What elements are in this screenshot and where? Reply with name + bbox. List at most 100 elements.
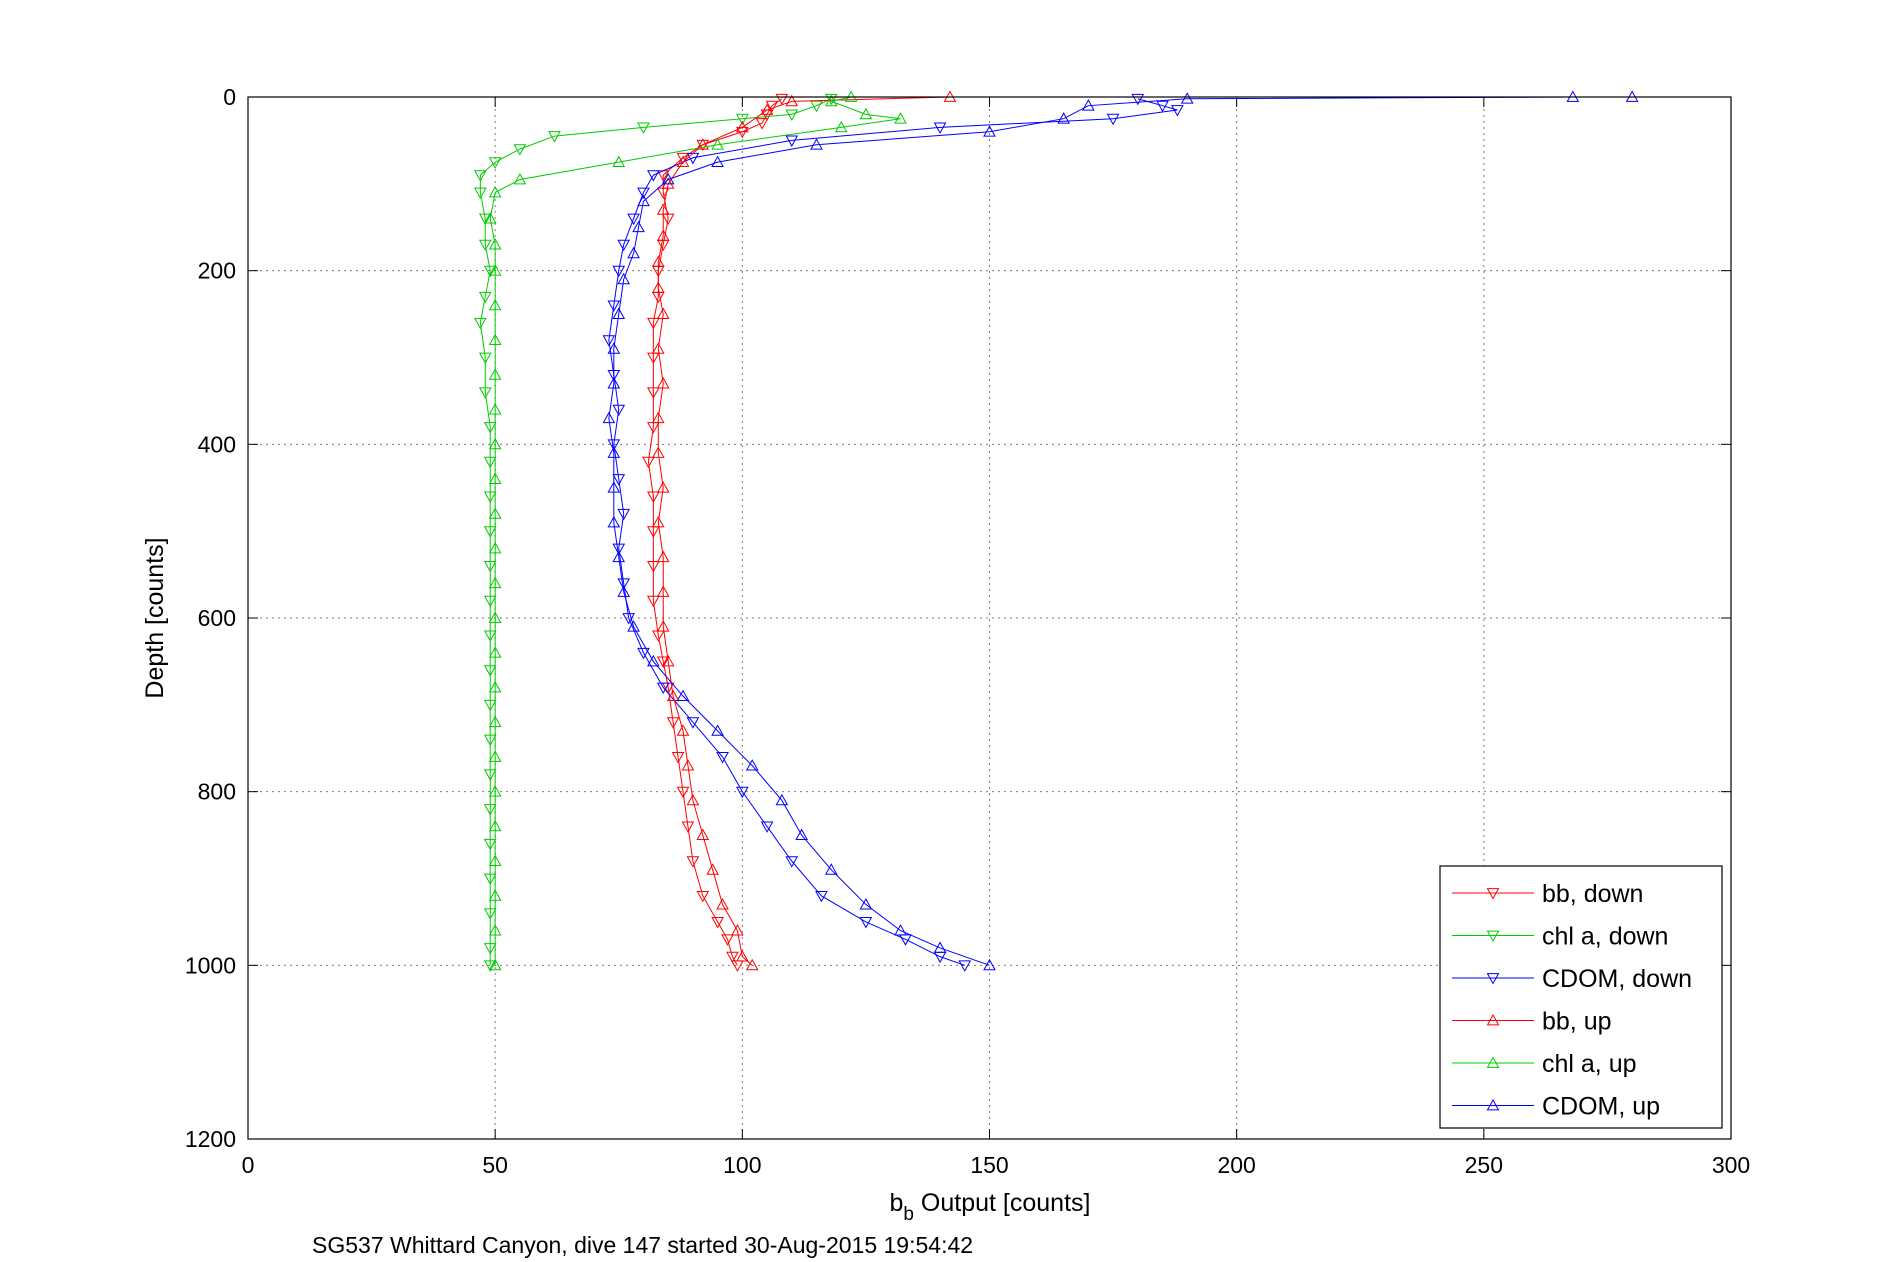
data-point — [785, 135, 799, 147]
data-point — [834, 120, 848, 133]
x-tick-label: 250 — [1465, 1152, 1503, 1178]
data-point — [488, 958, 502, 971]
data-point — [735, 120, 749, 133]
data-point — [488, 185, 502, 198]
data-point — [483, 699, 497, 712]
series-chl-a-up — [483, 90, 907, 971]
x-tick-label: 300 — [1712, 1152, 1750, 1178]
data-point — [617, 272, 631, 285]
data-point — [676, 724, 690, 736]
data-point — [676, 152, 690, 165]
data-point — [686, 717, 700, 729]
data-point — [1082, 99, 1095, 111]
data-point — [745, 759, 759, 771]
data-point — [617, 239, 631, 252]
data-point — [607, 342, 621, 354]
data-point — [483, 804, 497, 816]
data-point — [894, 112, 907, 124]
data-point — [651, 411, 665, 424]
data-point — [933, 122, 947, 134]
data-point — [721, 934, 734, 946]
data-point — [656, 481, 670, 493]
data-point — [894, 924, 907, 936]
data-point — [681, 759, 695, 771]
data-point — [647, 491, 660, 503]
legend-box — [1439, 865, 1723, 1129]
data-point — [473, 170, 487, 182]
data-point — [711, 724, 724, 736]
data-point — [676, 786, 690, 799]
data-point — [775, 793, 789, 806]
data-point — [488, 542, 502, 554]
data-point — [637, 187, 650, 200]
legend-swatch-marker — [1486, 888, 1500, 900]
series-line — [479, 98, 832, 966]
series-cdom-up — [602, 90, 1639, 971]
data-point — [958, 960, 972, 972]
data-point — [824, 93, 838, 106]
data-point — [785, 856, 799, 868]
data-point — [1170, 105, 1184, 117]
y-tick-label: 0 — [223, 84, 236, 110]
data-point — [478, 213, 492, 226]
data-point — [478, 239, 492, 252]
data-point — [483, 838, 497, 851]
data-point — [488, 646, 502, 658]
data-point — [795, 828, 809, 840]
data-point — [656, 656, 670, 668]
data-point — [859, 917, 873, 929]
data-point — [488, 611, 502, 623]
series-line — [657, 96, 950, 966]
data-point — [686, 793, 700, 806]
data-point — [483, 491, 497, 503]
data-point — [1180, 92, 1194, 104]
data-point — [488, 889, 502, 901]
data-point — [488, 437, 502, 450]
data-point — [602, 335, 616, 347]
data-point — [478, 291, 492, 304]
x-axis-label: bb Output [counts] — [890, 1189, 1091, 1225]
data-point — [785, 94, 799, 107]
data-point — [656, 682, 670, 694]
data-point — [983, 125, 996, 137]
data-point — [656, 229, 670, 241]
data-point — [696, 828, 710, 840]
data-point — [483, 665, 497, 677]
data-point — [711, 138, 724, 150]
data-point — [488, 403, 502, 415]
data-point — [488, 819, 502, 832]
data-point — [483, 630, 497, 642]
data-point — [810, 100, 823, 113]
data-point — [765, 100, 779, 113]
data-point — [617, 585, 631, 597]
data-point — [661, 177, 675, 189]
data-point — [775, 93, 789, 106]
legend-label: chl a, down — [1542, 923, 1668, 951]
data-point — [607, 446, 621, 458]
data-point — [607, 439, 621, 451]
data-point — [656, 307, 670, 319]
data-point — [785, 109, 799, 121]
data-point — [488, 924, 502, 936]
data-point — [488, 854, 502, 867]
data-point — [647, 317, 660, 330]
legend-swatch-marker — [1486, 973, 1500, 985]
data-point — [513, 144, 527, 156]
data-point — [478, 387, 492, 399]
series-line — [608, 96, 1633, 966]
data-point — [656, 550, 670, 563]
series-cdom-down — [602, 93, 1184, 972]
data-point — [651, 255, 665, 267]
data-point — [815, 890, 828, 903]
data-point — [671, 752, 685, 764]
y-tick-label: 800 — [198, 779, 236, 805]
data-point — [824, 863, 838, 875]
data-point — [651, 281, 665, 293]
data-point — [859, 898, 873, 910]
data-point — [647, 595, 660, 608]
data-point — [483, 943, 497, 955]
legend-swatch-marker — [1486, 930, 1500, 943]
data-point — [711, 155, 724, 168]
data-point — [483, 422, 497, 434]
legend-label: CDOM, up — [1542, 1093, 1660, 1121]
